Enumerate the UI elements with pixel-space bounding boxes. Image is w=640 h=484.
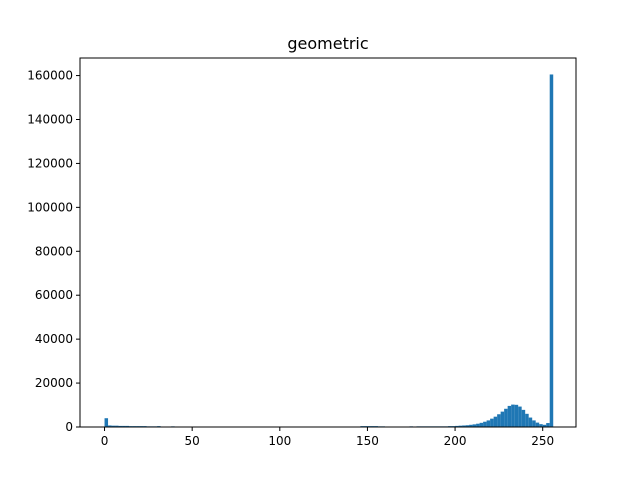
- histogram-bar: [532, 420, 536, 427]
- y-tick-label: 40000: [35, 332, 73, 346]
- histogram-bar: [549, 74, 554, 427]
- histogram-bar: [507, 405, 512, 427]
- histogram-bar: [497, 414, 501, 427]
- histogram-bar: [115, 425, 119, 427]
- histogram-bar: [521, 409, 526, 427]
- histogram-bar: [455, 425, 459, 427]
- y-tick-label: 80000: [35, 244, 73, 258]
- histogram-bar: [108, 425, 112, 427]
- y-tick-label: 60000: [35, 288, 73, 302]
- histogram-bar: [122, 425, 126, 427]
- histogram-bar: [472, 424, 477, 427]
- histogram-bar: [462, 425, 466, 427]
- x-tick-label: 250: [531, 434, 554, 448]
- histogram-bar: [535, 422, 540, 427]
- x-tick-label: 150: [356, 434, 379, 448]
- x-axis: 0 50 100 150 200 250: [101, 427, 554, 448]
- histogram-bar: [483, 421, 487, 427]
- y-tick-label: 140000: [27, 113, 73, 127]
- histogram-bar: [465, 425, 470, 427]
- histogram-bar: [490, 418, 494, 427]
- histogram-bar: [518, 406, 522, 427]
- x-tick-label: 0: [101, 434, 109, 448]
- histogram-bar: [125, 425, 130, 427]
- y-tick-label: 120000: [27, 156, 73, 170]
- plot-frame: [79, 57, 577, 428]
- histogram-bar: [542, 424, 547, 427]
- x-tick-label: 100: [268, 434, 291, 448]
- histogram-bar: [493, 416, 498, 427]
- histogram-bar: [479, 422, 484, 427]
- histogram-bar: [514, 404, 519, 427]
- histogram-bar: [458, 425, 463, 427]
- histogram-bar: [528, 417, 533, 427]
- histogram-bar: [511, 404, 515, 427]
- histogram-bar: [525, 413, 529, 427]
- histogram-bar: [476, 423, 480, 427]
- histogram-bar: [111, 425, 116, 427]
- x-tick-label: 50: [185, 434, 200, 448]
- x-tick-label: 200: [444, 434, 467, 448]
- y-axis: 0 20000 40000 60000 80000 100000 120000 140000 1…: [27, 69, 80, 434]
- histogram-bar: [504, 408, 508, 427]
- chart-title: geometric: [287, 34, 368, 53]
- histogram-bar: [486, 420, 491, 427]
- histogram-bar: [546, 423, 550, 427]
- y-tick-label: 0: [65, 420, 73, 434]
- histogram-bar: [539, 424, 543, 427]
- y-tick-label: 160000: [27, 69, 73, 83]
- y-tick-label: 100000: [27, 200, 73, 214]
- y-tick-label: 20000: [35, 376, 73, 390]
- histogram-bar: [104, 418, 109, 427]
- histogram-bar: [118, 425, 123, 427]
- histogram-bar: [469, 424, 473, 427]
- histogram-bar: [500, 411, 505, 428]
